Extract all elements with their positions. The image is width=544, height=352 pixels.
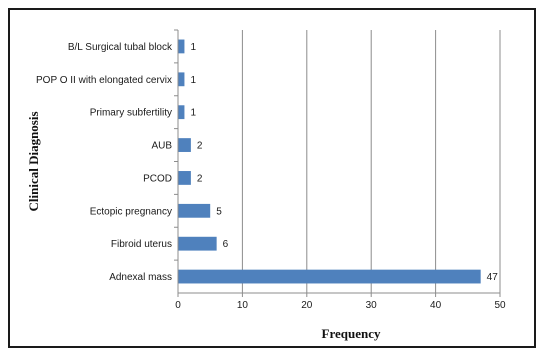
- bar-5: [178, 203, 211, 218]
- x-tick-label-0: 0: [175, 300, 181, 311]
- data-label-2: 1: [190, 108, 196, 119]
- category-label-6: Fibroid uterus: [111, 239, 172, 250]
- bars: [174, 29, 481, 284]
- category-label-7: Adnexal mass: [109, 272, 172, 283]
- data-label-6: 6: [223, 239, 229, 250]
- x-tick-label-50: 50: [494, 300, 506, 311]
- bar-1: [178, 72, 185, 87]
- chart-frame: [8, 8, 536, 348]
- bar-2: [178, 105, 185, 120]
- category-labels: B/L Surgical tubal block POP O II with el…: [36, 42, 173, 283]
- x-tick-label-10: 10: [237, 300, 249, 311]
- bar-0: [178, 39, 185, 54]
- bar-3: [178, 138, 191, 152]
- bar-6: [178, 236, 217, 251]
- data-label-3: 2: [197, 141, 203, 152]
- data-label-5: 5: [216, 206, 222, 217]
- x-axis-title: Frequency: [322, 326, 381, 341]
- y-axis-title: Clinical Diagnosis: [26, 111, 41, 211]
- category-label-4: PCOD: [143, 173, 172, 184]
- data-labels: 1 1 1 2 2 5 6 47: [190, 42, 498, 283]
- category-label-2: Primary subfertility: [90, 108, 172, 119]
- category-label-1: POP O II with elongated cervix: [36, 75, 172, 86]
- data-label-1: 1: [190, 75, 196, 86]
- category-label-0: B/L Surgical tubal block: [68, 42, 173, 53]
- category-label-3: AUB: [151, 141, 172, 152]
- x-tick-label-40: 40: [430, 300, 442, 311]
- x-tick-label-20: 20: [301, 300, 313, 311]
- x-tick-labels: 0 10 20 30 40 50: [175, 293, 506, 311]
- x-tick-label-30: 30: [366, 300, 378, 311]
- bar-4: [178, 171, 191, 185]
- gridlines: [241, 30, 501, 293]
- category-label-5: Ectopic pregnancy: [90, 206, 172, 217]
- bar-7: [178, 269, 481, 284]
- data-label-4: 2: [197, 173, 203, 184]
- data-label-0: 1: [190, 42, 196, 53]
- data-label-7: 47: [487, 272, 499, 283]
